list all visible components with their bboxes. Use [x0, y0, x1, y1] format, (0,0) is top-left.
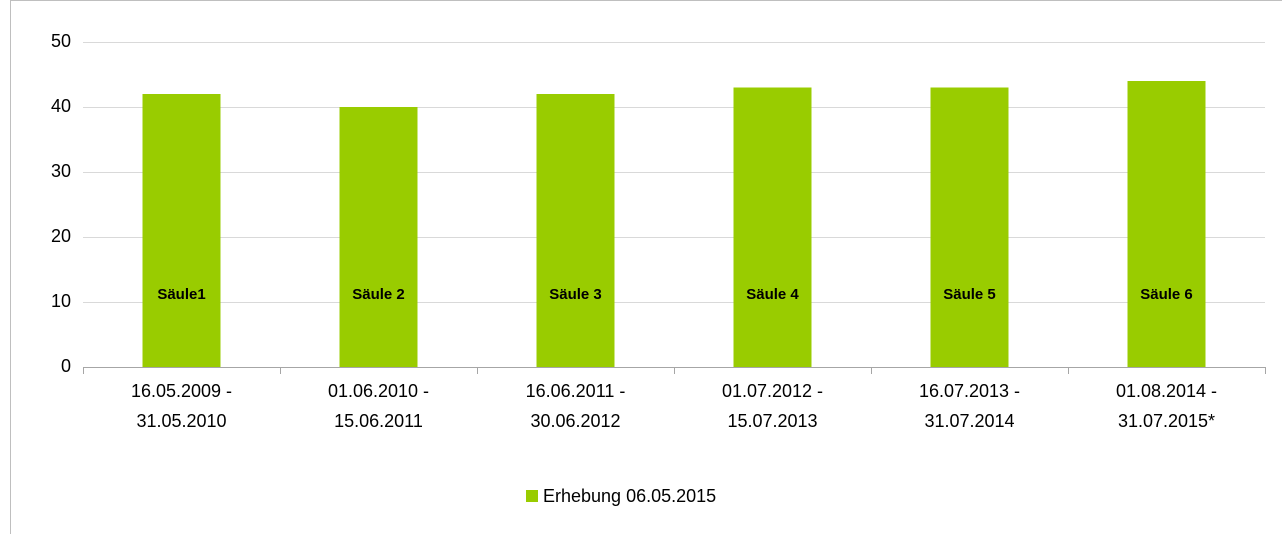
x-tick-label: 16.05.2009 - 31.05.2010: [131, 381, 232, 431]
x-tick-label-line: 31.05.2010: [136, 411, 226, 431]
x-tick-label-line: 15.07.2013: [727, 411, 817, 431]
bar: [930, 87, 1009, 367]
bar-label: Säule1: [157, 286, 205, 303]
y-tick-label: 30: [51, 161, 71, 181]
x-tick-label-line: 31.07.2014: [924, 411, 1014, 431]
x-tick-label-line: 15.06.2011: [334, 411, 423, 431]
x-tick-label-line: 01.06.2010 -: [328, 381, 429, 401]
y-tick-label: 10: [51, 291, 71, 311]
x-tick-label-line: 16.06.2011 -: [526, 381, 626, 401]
x-tick-label: 01.07.2012 - 15.07.2013: [722, 381, 823, 431]
y-tick-label: 50: [51, 31, 71, 51]
bar-label: Säule 6: [1140, 286, 1193, 303]
x-tick-label-line: 16.07.2013 -: [919, 381, 1020, 401]
x-tick-label: 16.07.2013 - 31.07.2014: [919, 381, 1020, 431]
x-tick-label-line: 31.07.2015*: [1118, 411, 1215, 431]
bar: [142, 94, 221, 367]
x-tick-label-line: 01.08.2014 -: [1116, 381, 1217, 401]
x-tick-label-line: 01.07.2012 -: [722, 381, 823, 401]
bar: [536, 94, 615, 367]
bar: [339, 107, 418, 367]
y-tick-label: 20: [51, 226, 71, 246]
y-tick-label: 0: [61, 356, 71, 376]
x-tick-label-line: 16.05.2009 -: [131, 381, 232, 401]
x-tick-label: 16.06.2011 - 30.06.2012: [526, 381, 626, 431]
bar-label: Säule 3: [549, 286, 602, 303]
y-tick-label: 40: [51, 96, 71, 116]
bar: [733, 87, 812, 367]
legend-label: Erhebung 06.05.2015: [543, 486, 716, 506]
x-tick-label-line: 30.06.2012: [530, 411, 620, 431]
legend-swatch: [526, 490, 538, 502]
bar: [1127, 81, 1206, 367]
x-tick-label: 01.08.2014 - 31.07.2015*: [1116, 381, 1217, 431]
bar-label: Säule 4: [746, 286, 799, 303]
bar-label: Säule 5: [943, 286, 996, 303]
bar-label: Säule 2: [352, 286, 405, 303]
x-tick-label: 01.06.2010 - 15.06.2011: [328, 381, 429, 431]
